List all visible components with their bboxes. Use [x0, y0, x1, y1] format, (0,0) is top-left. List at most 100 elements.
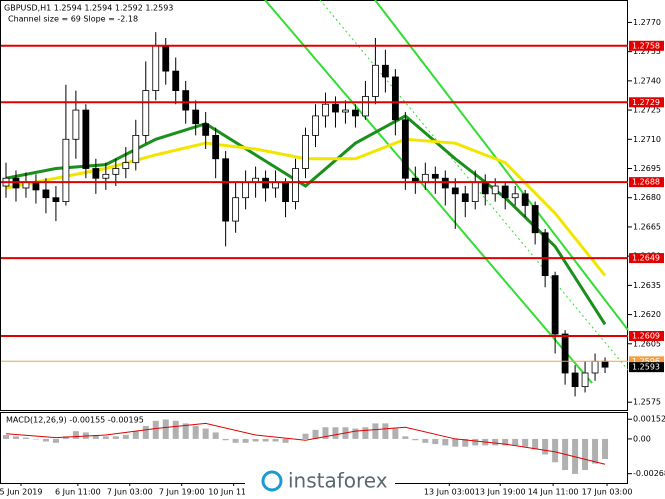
macd-bar [582, 438, 589, 471]
macd-bar [522, 438, 529, 447]
candle-body [381, 64, 389, 78]
main-frame [0, 0, 628, 411]
macd-bar [452, 438, 459, 447]
candle-body [72, 109, 80, 140]
y-tick-label: 1.2710 [633, 135, 661, 144]
y-tick-label: 1.2725 [633, 106, 661, 115]
candle-body [541, 232, 549, 277]
x-tick-label: 6 Jun 11:00 [55, 488, 101, 497]
macd-bar [152, 420, 159, 439]
y-tick-label: 1.2635 [633, 281, 661, 290]
y-tick-label: 1.2755 [633, 47, 661, 56]
candle-body [352, 109, 359, 117]
candle-body [521, 193, 529, 206]
level-tag [629, 177, 664, 188]
candle-body [571, 372, 579, 388]
y-tick-label: 1.2695 [633, 164, 661, 173]
candle-body [471, 181, 479, 203]
level-tag [629, 97, 664, 108]
candle-body [232, 197, 240, 222]
candle-body [342, 109, 349, 113]
level-label: 1.2729 [632, 98, 660, 107]
candle-body [142, 90, 150, 136]
candle-body [322, 103, 329, 117]
level-tag [629, 253, 664, 264]
macd-bar [232, 438, 239, 443]
candle-body [292, 168, 299, 203]
macd-bar [282, 438, 289, 443]
y-tick-label: 1.2665 [633, 222, 661, 231]
macd-bar [322, 427, 329, 439]
candle-body [561, 333, 569, 374]
macd-bar [362, 427, 369, 439]
macd-bar [182, 423, 189, 439]
candle-body [152, 45, 160, 91]
macd-bar [72, 431, 79, 439]
macd-bar [162, 419, 169, 439]
level-label: 1.2609 [632, 331, 660, 340]
chart-title: GBPUSD,H1 1.2594 1.2594 1.2592 1.2593 [4, 4, 173, 13]
candle-body [551, 275, 559, 335]
macd-bar [372, 423, 379, 439]
macd-bar [432, 438, 439, 445]
candle-body [302, 134, 309, 169]
macd-bar [412, 438, 419, 441]
x-tick-label: 13 Jun 19:00 [475, 488, 526, 497]
macd-bar [392, 428, 399, 439]
candle-body [451, 187, 459, 195]
candle-body [362, 96, 369, 117]
macd-bar [42, 438, 49, 442]
candle-body [112, 168, 120, 175]
candle-body [242, 181, 250, 199]
x-tick-label: 5 Jun 2019 [0, 488, 42, 497]
macd-bar [262, 438, 269, 442]
macd-bar [442, 438, 449, 446]
candle-body [32, 181, 40, 191]
macd-bar [172, 420, 179, 439]
macd-bar [492, 438, 499, 446]
macd-bar [202, 428, 209, 439]
level-label: 1.2596 [632, 357, 660, 366]
x-tick-label: 7 Jun 03:00 [107, 488, 153, 497]
candle-body [531, 205, 539, 234]
macd-bar [222, 438, 229, 441]
watermark: instaforex [245, 463, 395, 499]
y-tick-label: 0.00 [633, 434, 651, 443]
candle-body [421, 173, 429, 183]
y-tick-label: 1.2575 [633, 398, 661, 407]
macd-bar [512, 438, 519, 446]
y-tick-label: -0.00268 [633, 469, 665, 478]
candle-body [431, 173, 439, 179]
watermark-icon [261, 470, 283, 492]
macd-bar [332, 427, 339, 439]
candle-body [501, 185, 509, 199]
indicator-line [5, 422, 606, 465]
candle-body [491, 185, 499, 195]
macd-bar [462, 438, 469, 447]
level-tag [629, 330, 664, 341]
candle-body [122, 162, 130, 169]
y-tick-label: 1.2620 [633, 310, 661, 319]
candle-body [42, 189, 50, 199]
candle-body [92, 168, 100, 179]
y-tick-label: 1.2605 [633, 339, 661, 348]
channel-line [374, 0, 629, 331]
y-tick-label: 1.2770 [633, 18, 661, 27]
level-label: 1.2688 [632, 178, 660, 187]
level-tag [629, 40, 664, 51]
macd-bar [252, 438, 259, 442]
candle-body [332, 103, 339, 113]
macd-bar [212, 432, 219, 439]
macd-bar [382, 423, 389, 439]
candle-body [192, 109, 200, 125]
candle-body [82, 109, 90, 169]
macd-bar [112, 436, 119, 439]
macd-bar [472, 438, 479, 446]
macd-bar [352, 428, 359, 439]
macd-bar [62, 436, 69, 439]
macd-bar [2, 435, 9, 439]
x-tick-label: 14 Jun 11:00 [528, 488, 579, 497]
macd-bar [402, 436, 409, 439]
level-tag [629, 356, 664, 367]
candle-body [511, 193, 519, 199]
